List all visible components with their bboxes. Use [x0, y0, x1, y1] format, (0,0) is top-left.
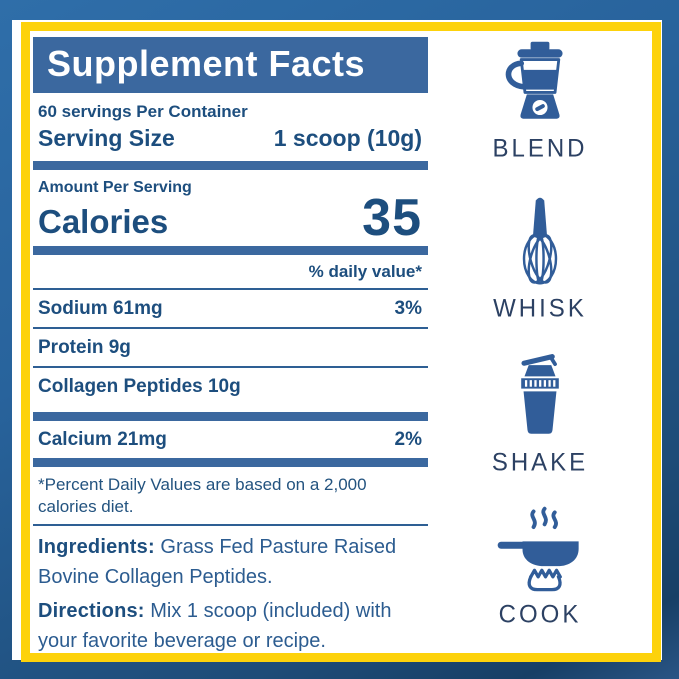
calories-value: 35	[362, 189, 422, 247]
whisk-block: WHISK	[493, 191, 587, 323]
shake-block: SHAKE	[492, 351, 588, 477]
whisk-label: WHISK	[493, 294, 587, 323]
serving-size-row: Serving Size 1 scoop (10g)	[33, 125, 428, 152]
daily-value-footnote: *Percent Daily Values are based on a 2,0…	[38, 474, 367, 516]
shake-label: SHAKE	[491, 448, 589, 477]
supplement-facts-panel: Supplement Facts 60 servings Per Contain…	[30, 31, 428, 653]
usage-icons-column: BLEND WHISK	[428, 31, 652, 653]
thin-divider	[33, 365, 428, 368]
whisk-icon	[493, 191, 587, 291]
thin-divider	[33, 287, 428, 290]
nutrient-dv: 3%	[394, 297, 422, 319]
label-content: Supplement Facts 60 servings Per Contain…	[30, 31, 652, 653]
nutrient-row-collagen: Collagen Peptides 10g	[33, 368, 428, 405]
ingredients-text: Ingredients: Grass Fed Pasture Raised Bo…	[33, 526, 428, 592]
directions-text: Directions: Mix 1 scoop (included) with …	[33, 592, 428, 656]
calories-row: Calories 35	[33, 189, 428, 247]
nutrient-row-sodium: Sodium 61mg 3%	[33, 290, 428, 327]
directions-label: Directions:	[38, 599, 145, 622]
nutrient-name: Collagen Peptides 10g	[38, 375, 241, 397]
serving-size-value: 1 scoop (10g)	[273, 125, 422, 151]
yellow-frame	[21, 22, 661, 662]
thick-divider	[33, 457, 428, 467]
pan-icon	[492, 505, 588, 597]
directions-body: Mix 1 scoop (included) with your favorit…	[38, 599, 392, 652]
thick-divider	[33, 411, 428, 421]
servings-per-container: 60 servings Per Container	[38, 102, 248, 121]
nutrient-dv: 2%	[394, 428, 422, 450]
serving-size-label: Serving Size	[38, 125, 175, 151]
ingredients-body: Grass Fed Pasture Raised Bovine Collagen…	[38, 535, 397, 588]
nutrient-row-protein: Protein 9g	[33, 329, 428, 366]
thin-divider	[33, 326, 428, 329]
blender-icon	[493, 37, 587, 131]
thick-divider	[33, 245, 428, 255]
shaker-icon	[493, 351, 587, 445]
thick-divider	[33, 161, 428, 170]
blend-label: BLEND	[492, 134, 588, 163]
calories-label: Calories	[38, 202, 169, 240]
daily-value-header: % daily value*	[308, 261, 422, 281]
ingredients-label: Ingredients:	[38, 535, 155, 558]
nutrient-row-calcium: Calcium 21mg 2%	[33, 421, 428, 458]
nutrient-name: Protein 9g	[38, 336, 131, 358]
nutrient-name: Sodium 61mg	[38, 297, 163, 319]
thin-divider	[33, 523, 428, 526]
nutrient-name: Calcium 21mg	[38, 428, 167, 450]
supplement-facts-title: Supplement Facts	[33, 37, 428, 93]
blend-block: BLEND	[492, 37, 587, 163]
cook-label: COOK	[498, 600, 582, 629]
cook-block: COOK	[492, 505, 588, 629]
amount-per-serving-label: Amount Per Serving	[38, 179, 192, 196]
